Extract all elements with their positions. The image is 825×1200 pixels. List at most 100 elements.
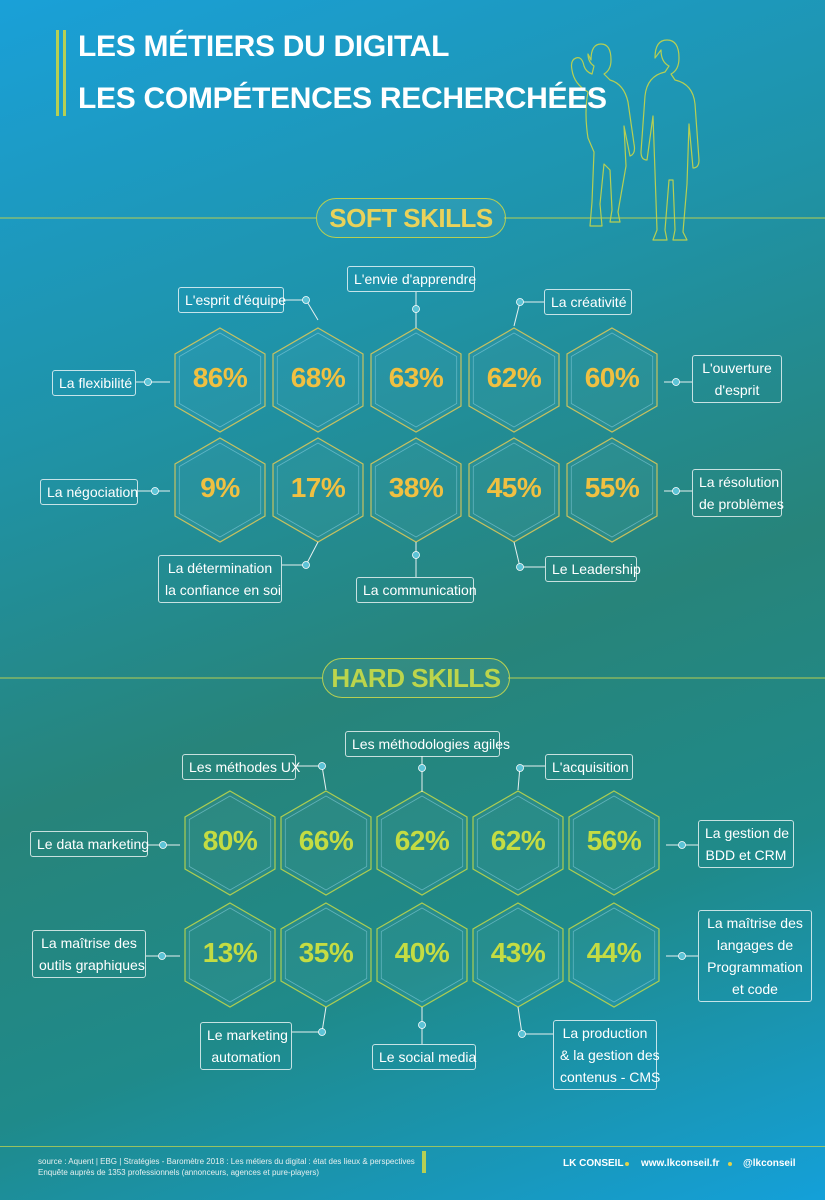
hard-connector-dot bbox=[318, 1028, 326, 1036]
soft-connector-dot bbox=[151, 487, 159, 495]
skill-label-line: langages de bbox=[716, 937, 794, 953]
skill-label-line: de problèmes bbox=[699, 496, 784, 512]
footer-dot bbox=[728, 1162, 732, 1166]
soft-connector-dot bbox=[672, 487, 680, 495]
soft-connector-dot bbox=[302, 296, 310, 304]
source-note: source : Aquent | EBG | Stratégies - Bar… bbox=[38, 1156, 415, 1178]
skill-label-line: outils graphiques bbox=[39, 957, 145, 973]
hard-connector-dot bbox=[158, 952, 166, 960]
hard-connector-dot bbox=[678, 841, 686, 849]
soft-skill-label: L'ouverture d'esprit bbox=[692, 355, 782, 403]
title-line-1: LES MÉTIERS DU DIGITAL bbox=[78, 30, 450, 63]
soft-hexagon-inner bbox=[472, 332, 556, 428]
skill-label-line: La créativité bbox=[551, 294, 627, 310]
soft-connector bbox=[513, 541, 545, 568]
soft-hexagon-inner bbox=[178, 442, 262, 538]
hard-hexagon-inner bbox=[476, 795, 560, 891]
hard-hexagon bbox=[184, 790, 276, 896]
skill-label-line: automation bbox=[211, 1049, 281, 1065]
soft-hexagon bbox=[566, 327, 658, 433]
soft-skill-label: La créativité bbox=[544, 289, 632, 315]
skill-label-line: & la gestion des bbox=[560, 1047, 660, 1063]
skill-label-line: la confiance en soi bbox=[165, 582, 281, 598]
hard-skill-label: Les méthodologies agiles bbox=[345, 731, 510, 757]
skill-label-line: Les méthodes UX bbox=[189, 759, 301, 775]
skill-label-line: L'acquisition bbox=[552, 759, 629, 775]
hard-hexagon-inner bbox=[572, 907, 656, 1003]
soft-hexagon-inner bbox=[472, 442, 556, 538]
man-silhouette bbox=[640, 39, 700, 241]
skill-label-line: La flexibilité bbox=[59, 375, 133, 391]
title-accent-bars bbox=[56, 30, 68, 116]
soft-skill-percentage: 38% bbox=[388, 472, 444, 503]
hard-connector-dot bbox=[418, 764, 426, 772]
social-handle[interactable]: @lkconseil bbox=[743, 1158, 796, 1169]
soft-hexagon bbox=[174, 437, 266, 543]
hard-skill-label: Les méthodes UX bbox=[182, 754, 301, 780]
hard-hexagon-inner bbox=[572, 795, 656, 891]
hard-hexagon-inner bbox=[476, 907, 560, 1003]
hard-skill-label: La gestion de BDD et CRM bbox=[698, 820, 794, 868]
soft-skill-label: La détermination la confiance en soi bbox=[158, 555, 282, 603]
soft-skills-heading: SOFT SKILLS bbox=[316, 198, 506, 238]
soft-skill-percentage: 63% bbox=[388, 362, 444, 393]
hard-skill-label: Le social media bbox=[372, 1044, 476, 1070]
brand-name: LK CONSEIL bbox=[563, 1158, 624, 1169]
hard-hexagon bbox=[280, 790, 372, 896]
skill-label-line: contenus - CMS bbox=[560, 1069, 661, 1085]
hard-hexagon bbox=[376, 790, 468, 896]
hard-skill-percentage: 35% bbox=[298, 937, 354, 968]
hard-hexagon-inner bbox=[188, 907, 272, 1003]
soft-skill-label: La négociation bbox=[40, 479, 138, 505]
soft-skill-percentage: 68% bbox=[290, 362, 346, 393]
skill-label-line: BDD et CRM bbox=[705, 847, 787, 863]
skill-label-line: L'esprit d'équipe bbox=[185, 292, 287, 308]
hard-connector-dot bbox=[518, 1030, 526, 1038]
skill-label-line: La maîtrise des bbox=[707, 915, 803, 931]
soft-skill-percentage: 55% bbox=[584, 472, 640, 503]
soft-hexagon bbox=[370, 327, 462, 433]
hard-skill-percentage: 13% bbox=[202, 937, 258, 968]
soft-skill-percentage: 9% bbox=[200, 472, 240, 503]
skill-label-line: Programmation bbox=[707, 959, 803, 975]
skill-label-line: L'envie d'apprendre bbox=[354, 271, 477, 287]
soft-skill-label: Le Leadership bbox=[545, 556, 641, 582]
soft-hexagon bbox=[566, 437, 658, 543]
hard-hexagon-inner bbox=[284, 907, 368, 1003]
skill-label-line: et code bbox=[732, 981, 778, 997]
source-line-2: Enquête auprès de 1353 professionnels (a… bbox=[38, 1168, 320, 1177]
skill-label-line: d'esprit bbox=[714, 382, 760, 398]
soft-connector-dot bbox=[302, 561, 310, 569]
soft-skill-percentage: 62% bbox=[486, 362, 542, 393]
hard-skill-label: L'acquisition bbox=[545, 754, 633, 780]
soft-connector bbox=[513, 301, 544, 327]
website-link[interactable]: www.lkconseil.fr bbox=[641, 1158, 720, 1169]
hard-connector-dot bbox=[678, 952, 686, 960]
soft-hexagon-inner bbox=[374, 332, 458, 428]
woman-silhouette bbox=[570, 43, 636, 227]
soft-hexagon-inner bbox=[374, 442, 458, 538]
soft-skill-percentage: 17% bbox=[290, 472, 346, 503]
soft-connector-dot bbox=[672, 378, 680, 386]
hard-connector-dot bbox=[159, 841, 167, 849]
soft-connector-dot bbox=[516, 298, 524, 306]
soft-hexagon-inner bbox=[570, 442, 654, 538]
hard-skill-percentage: 62% bbox=[490, 825, 546, 856]
skill-label-line: Le marketing bbox=[207, 1027, 288, 1043]
skill-label-line: La production bbox=[562, 1025, 648, 1041]
hard-hexagon bbox=[568, 902, 660, 1008]
hard-connector-dot bbox=[418, 1021, 426, 1029]
soft-connector-dot bbox=[516, 563, 524, 571]
soft-hexagon bbox=[272, 327, 364, 433]
hard-skill-label: La production & la gestion des contenus - … bbox=[553, 1020, 661, 1090]
soft-connector bbox=[282, 541, 319, 566]
hard-skill-label: Le data marketing bbox=[30, 831, 149, 857]
skill-label-line: La communication bbox=[363, 582, 477, 598]
skill-label-line: La gestion de bbox=[705, 825, 790, 841]
skill-label-line: L'ouverture bbox=[702, 360, 772, 376]
footer-divider bbox=[0, 1146, 825, 1147]
hard-hexagon-inner bbox=[380, 907, 464, 1003]
soft-skill-label: L'esprit d'équipe bbox=[178, 287, 287, 313]
hard-skill-percentage: 43% bbox=[490, 937, 546, 968]
